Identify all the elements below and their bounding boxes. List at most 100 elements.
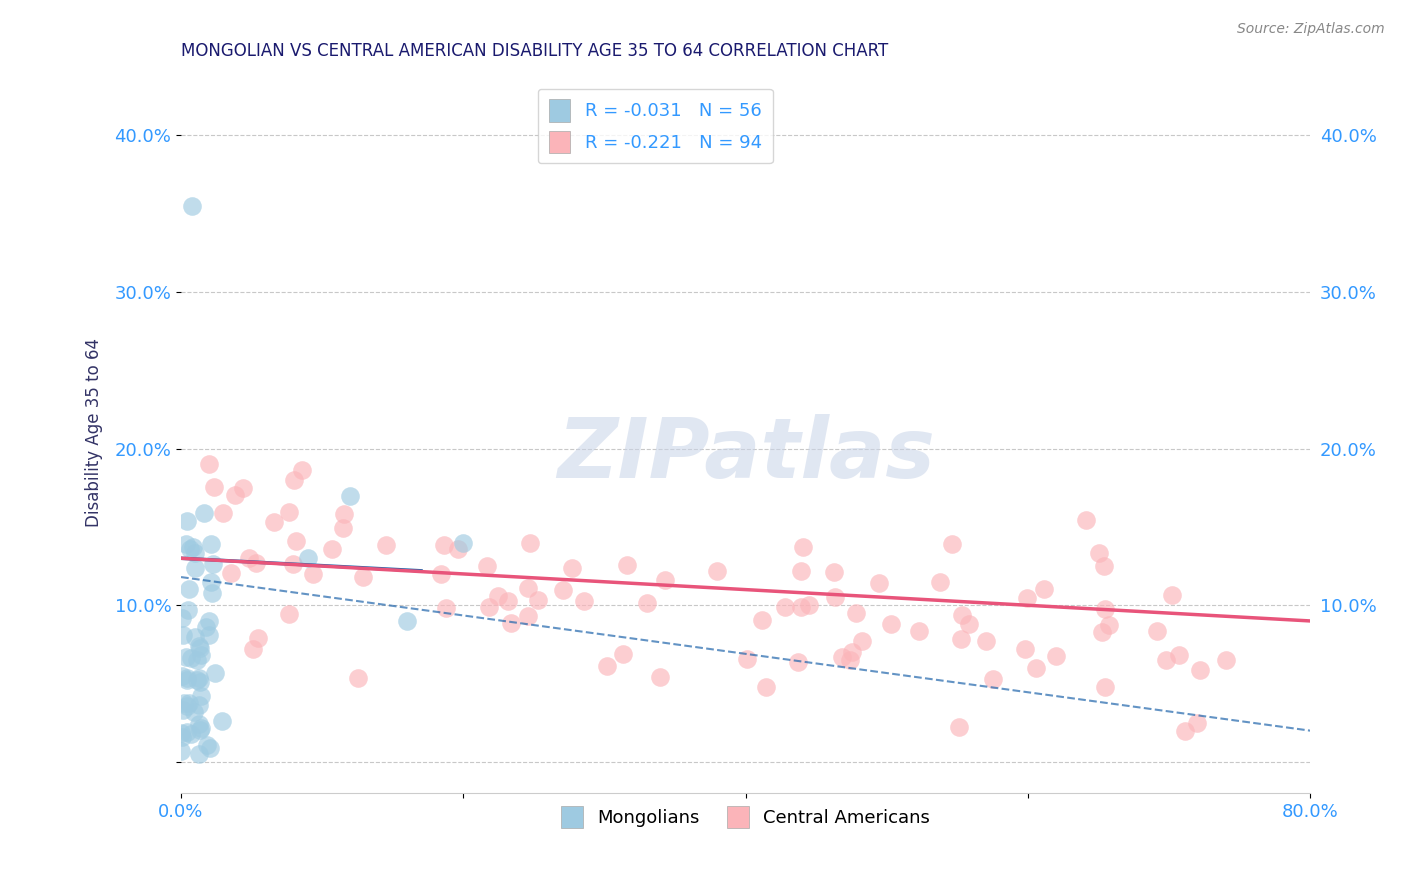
Point [188,640,211,654]
Point [1094,601,1116,615]
Point [179,541,201,556]
Point [202,480,225,494]
Point [278,505,301,519]
Point [797,598,820,612]
Point [1017,591,1039,605]
Point [612,647,634,661]
Point [346,671,368,685]
Point [187,698,209,713]
Point [447,542,470,557]
Point [186,673,208,688]
Point [285,534,308,549]
Point [190,690,212,704]
Point [1091,624,1114,639]
Point [941,537,963,551]
Point [176,673,198,687]
Point [950,607,973,622]
Point [787,655,810,669]
Point [198,457,221,471]
Point [195,738,218,752]
Point [170,611,193,625]
Point [706,564,728,578]
Point [735,652,758,666]
Point [516,608,538,623]
Point [751,613,773,627]
Point [183,631,205,645]
Point [198,615,221,629]
Point [333,508,356,522]
Point [321,542,343,557]
Point [1146,624,1168,639]
Point [908,624,931,639]
Point [517,581,540,595]
Point [430,566,453,581]
Point [212,506,235,520]
Point [245,557,267,571]
Point [172,628,194,642]
Point [868,576,890,591]
Point [187,747,209,761]
Point [332,521,354,535]
Point [477,559,499,574]
Point [170,726,193,740]
Point [195,619,218,633]
Point [277,607,299,621]
Point [1025,661,1047,675]
Point [841,645,863,659]
Point [238,550,260,565]
Point [499,616,522,631]
Point [186,653,208,667]
Point [526,592,548,607]
Text: ZIPatlas: ZIPatlas [557,414,935,495]
Point [246,631,269,645]
Text: MONGOLIAN VS CENTRAL AMERICAN DISABILITY AGE 35 TO 64 CORRELATION CHART: MONGOLIAN VS CENTRAL AMERICAN DISABILITY… [181,42,889,60]
Point [232,481,254,495]
Point [184,546,207,560]
Point [755,680,778,694]
Point [180,651,202,665]
Point [551,582,574,597]
Point [188,640,211,655]
Point [1174,723,1197,738]
Point [824,590,846,604]
Point [187,717,209,731]
Point [486,589,509,603]
Point [654,573,676,587]
Point [174,649,197,664]
Point [263,515,285,529]
Point [177,582,200,596]
Point [561,560,583,574]
Point [928,574,950,589]
Point [202,557,225,571]
Point [242,641,264,656]
Point [1092,559,1115,574]
Point [188,671,211,685]
Point [1094,680,1116,694]
Point [1074,513,1097,527]
Point [948,720,970,734]
Point [301,567,323,582]
Point [519,536,541,550]
Text: Source: ZipAtlas.com: Source: ZipAtlas.com [1237,22,1385,37]
Point [281,557,304,571]
Point [983,673,1005,687]
Point [352,570,374,584]
Point [173,696,195,710]
Point [290,463,312,477]
Point [177,696,200,710]
Point [219,566,242,580]
Point [395,614,418,628]
Point [478,600,501,615]
Point [957,616,980,631]
Point [1033,582,1056,596]
Point [200,574,222,589]
Point [170,730,193,744]
Point [375,538,398,552]
Point [283,473,305,487]
Point [789,564,811,578]
Point [181,199,204,213]
Point [880,617,903,632]
Point [616,558,638,573]
Point [204,665,226,680]
Point [851,633,873,648]
